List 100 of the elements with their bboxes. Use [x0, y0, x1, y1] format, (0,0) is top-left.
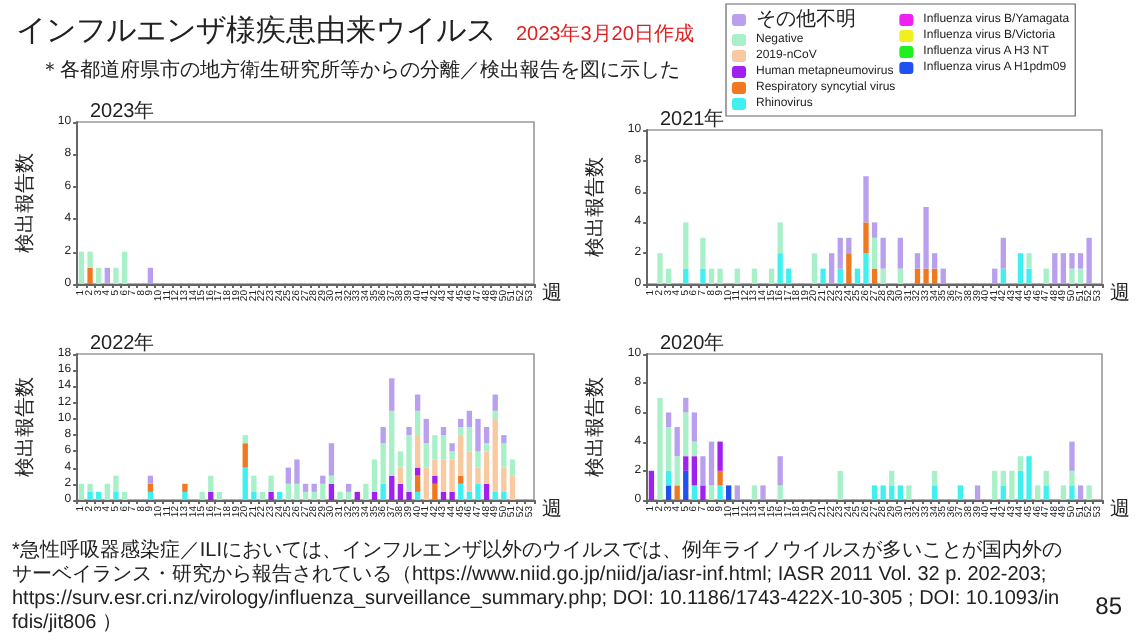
bar	[683, 470, 689, 500]
bar	[1086, 485, 1092, 500]
bar	[777, 222, 783, 254]
bar	[147, 491, 154, 500]
bar	[700, 485, 706, 500]
bar	[406, 491, 412, 500]
bar	[406, 435, 412, 492]
bar	[992, 470, 998, 500]
bar	[1009, 470, 1015, 500]
bar	[889, 470, 895, 486]
bar	[294, 459, 300, 484]
bar	[863, 253, 869, 284]
bar	[311, 491, 317, 500]
bar	[674, 485, 680, 500]
bar	[777, 456, 783, 486]
bar	[1069, 485, 1075, 500]
bar	[208, 491, 214, 500]
bar	[466, 451, 473, 492]
x-axis-title: 週	[1110, 283, 1130, 305]
bar	[87, 491, 93, 500]
bar	[1043, 268, 1049, 284]
bar	[458, 427, 464, 436]
bar	[1034, 485, 1041, 500]
bar	[751, 268, 758, 284]
bar	[113, 475, 119, 492]
legend-label: その他不明	[756, 7, 856, 31]
bar	[389, 378, 395, 411]
bar	[475, 483, 481, 500]
bar	[337, 491, 343, 500]
bar	[328, 483, 335, 500]
bar	[837, 470, 843, 500]
bar	[708, 268, 715, 284]
bar	[414, 467, 421, 476]
bar	[182, 491, 188, 500]
bar	[1026, 253, 1032, 269]
bar	[665, 485, 672, 500]
bar	[760, 485, 766, 500]
bar	[458, 483, 464, 500]
bar	[957, 485, 964, 500]
bar	[380, 483, 386, 500]
bar	[880, 485, 886, 500]
text: 85	[1095, 592, 1122, 620]
bar	[683, 412, 689, 457]
bar	[320, 475, 326, 484]
bar	[683, 397, 689, 413]
bar	[397, 467, 404, 484]
bar	[440, 491, 447, 500]
bar	[432, 483, 438, 500]
bar	[466, 491, 473, 500]
bar	[285, 467, 292, 484]
bar	[829, 253, 835, 284]
bar	[1052, 253, 1058, 284]
bar	[208, 475, 214, 492]
bar	[863, 176, 869, 223]
bar	[268, 491, 274, 500]
bar	[414, 410, 421, 436]
bar	[501, 435, 507, 444]
bar	[657, 397, 663, 500]
bar	[320, 483, 326, 500]
bar	[1069, 268, 1075, 284]
bar	[683, 268, 689, 284]
bar	[837, 237, 843, 269]
bar	[1069, 441, 1075, 471]
bar	[1000, 268, 1006, 284]
bar	[432, 435, 438, 460]
bar	[657, 253, 663, 284]
bar	[389, 475, 395, 500]
bar	[432, 475, 438, 484]
bar	[242, 443, 248, 468]
bar	[717, 441, 723, 471]
bar	[871, 237, 878, 269]
chart-title: 2023年	[90, 99, 155, 123]
bar	[1017, 456, 1024, 471]
bar	[897, 237, 903, 269]
bar	[811, 253, 818, 284]
bar	[768, 268, 775, 284]
bar	[397, 483, 404, 500]
bar	[414, 475, 421, 492]
bar	[483, 443, 490, 452]
bar	[700, 268, 706, 284]
bar	[863, 222, 869, 254]
bar	[311, 483, 317, 492]
bar	[501, 491, 507, 500]
bar	[897, 268, 903, 284]
bar	[328, 475, 335, 484]
bar	[440, 427, 447, 436]
bar	[302, 483, 309, 492]
bar	[302, 491, 309, 500]
bar	[440, 459, 447, 492]
bar	[449, 443, 455, 452]
bar	[674, 427, 680, 457]
text: インフルエンザ様疾患由来ウイルス	[16, 14, 496, 48]
bar	[665, 412, 672, 427]
bar	[78, 483, 85, 500]
bar	[182, 483, 188, 492]
bar	[483, 451, 490, 484]
y-axis-title: 検出報告数	[583, 377, 607, 477]
bar	[483, 483, 490, 500]
bar	[1043, 485, 1049, 500]
bar	[414, 394, 421, 411]
